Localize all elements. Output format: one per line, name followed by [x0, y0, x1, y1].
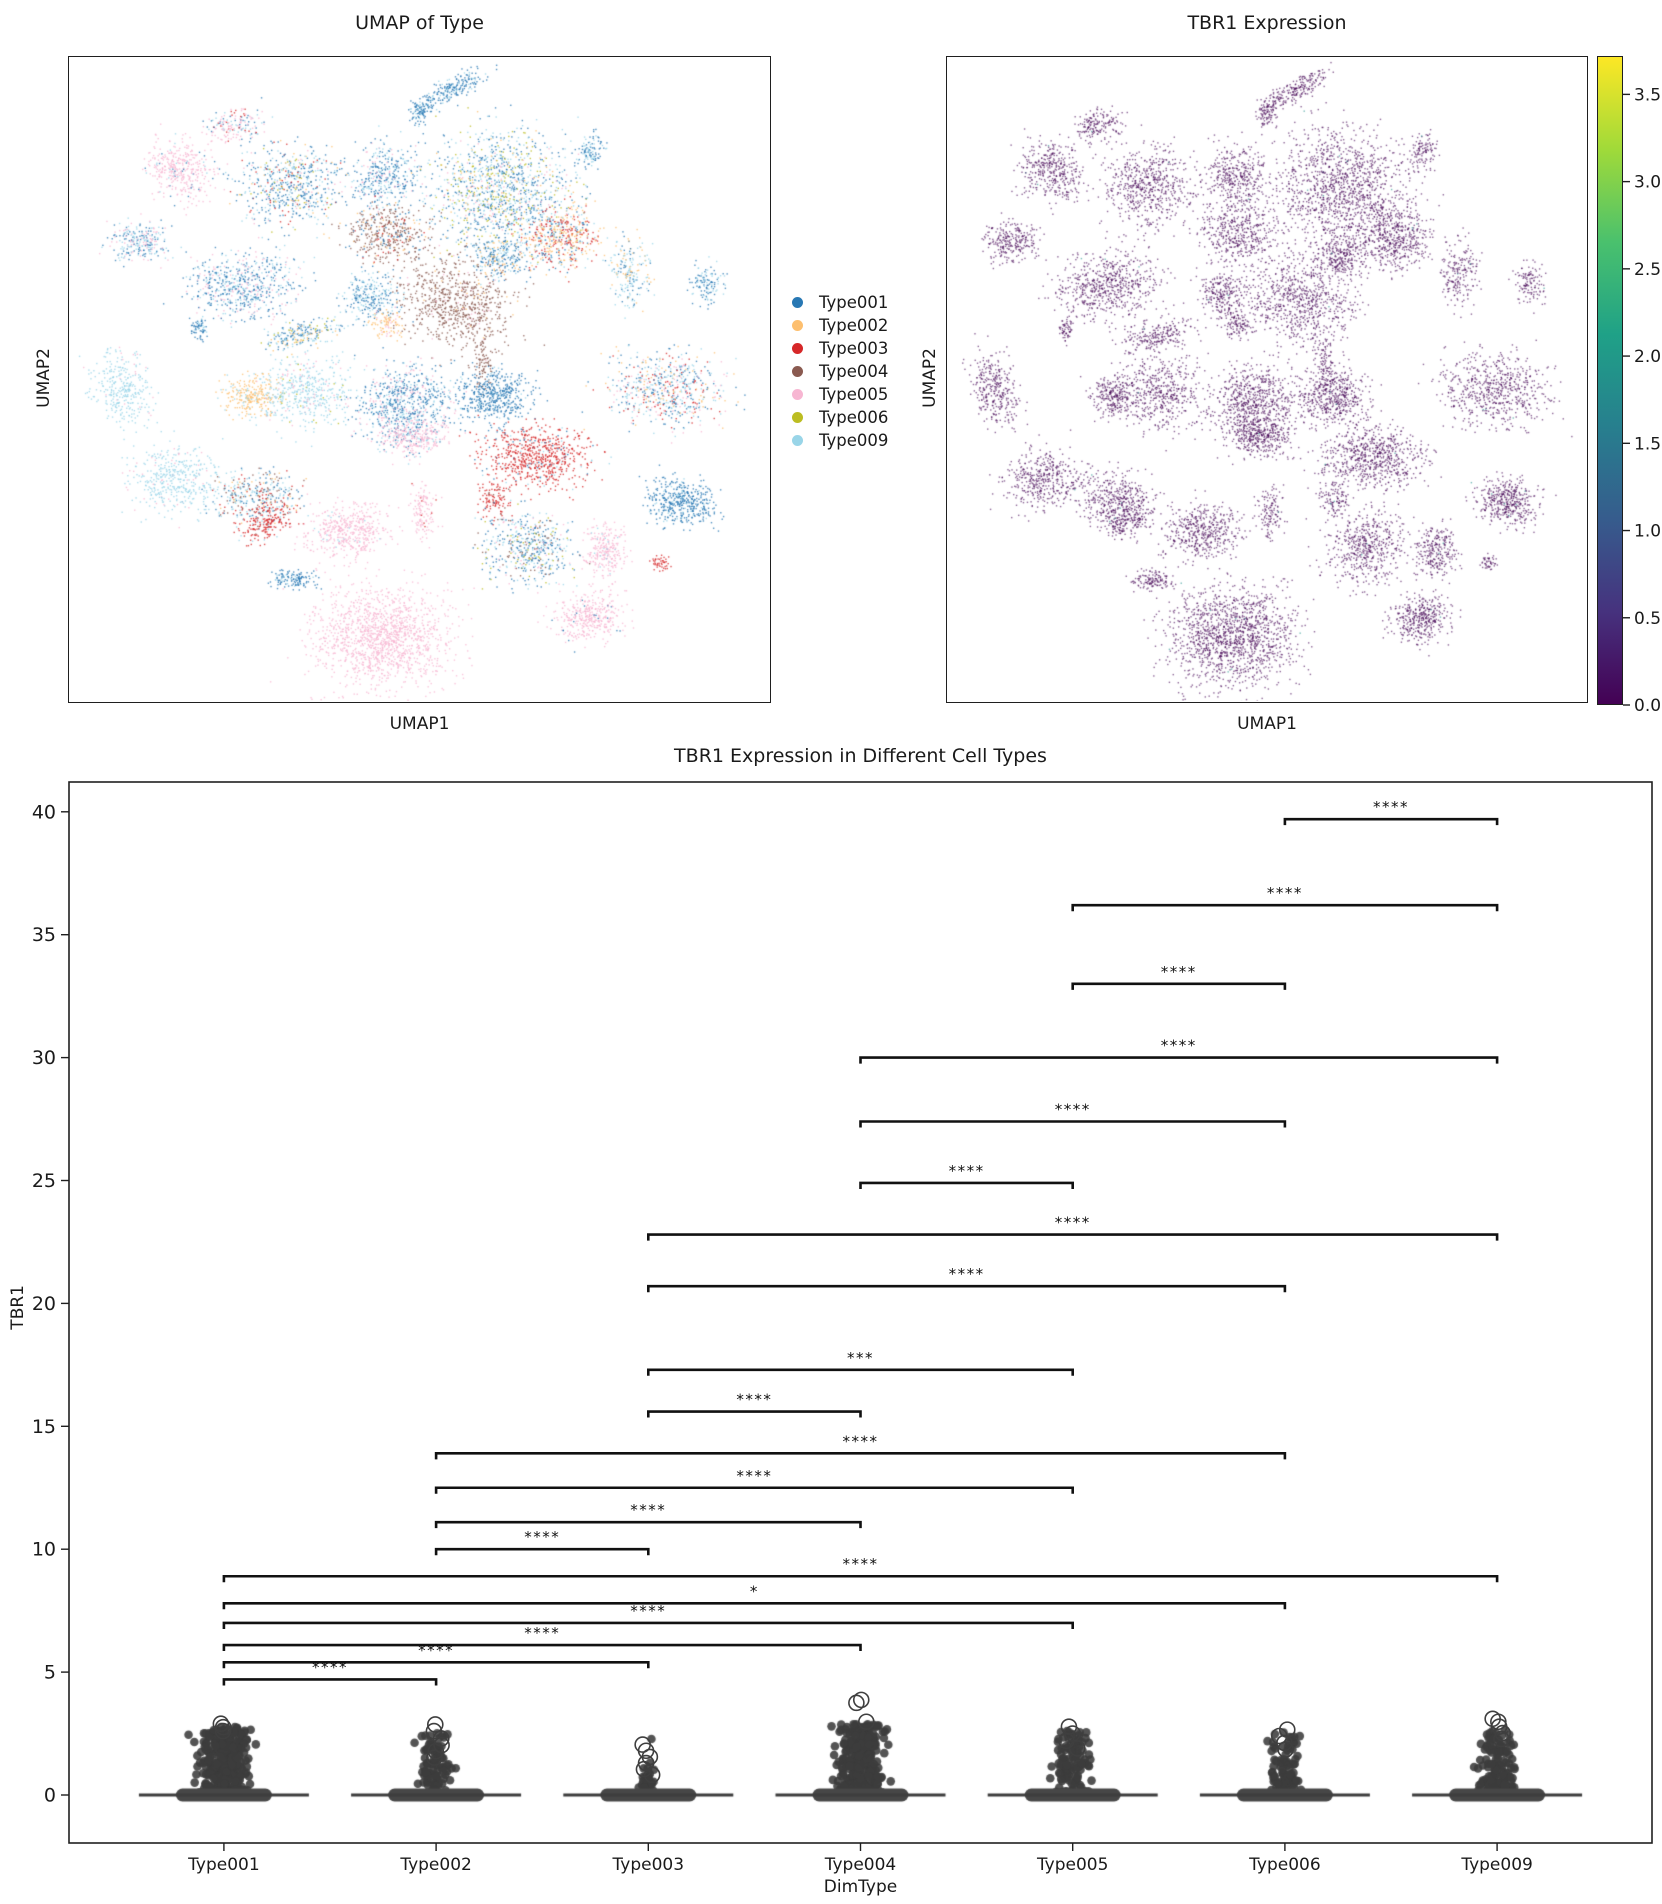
legend-item-type006: Type006 [786, 406, 888, 429]
legend-label: Type006 [819, 408, 889, 427]
x-tick-label: Type009 [1460, 1855, 1533, 1875]
legend-item-type001: Type001 [786, 291, 888, 314]
umap-right-ylabel: UMAP2 [920, 348, 940, 408]
y-tick-label: 30 [32, 1047, 56, 1069]
y-tick-label: 15 [32, 1416, 56, 1438]
umap-left-plot [68, 56, 771, 703]
legend-label: Type009 [819, 431, 889, 450]
colorbar-tick-label: 3.5 [1634, 85, 1661, 105]
legend-swatch-icon [792, 389, 803, 400]
umap-left-title: UMAP of Type [355, 12, 484, 34]
umap-left-ylabel: UMAP2 [34, 348, 54, 408]
legend-label: Type005 [819, 385, 889, 404]
colorbar-tick-label: 0.5 [1634, 609, 1661, 629]
colorbar-tick-label: 0.0 [1634, 696, 1661, 716]
legend-swatch-icon [792, 366, 803, 377]
legend-item-type003: Type003 [786, 337, 888, 360]
x-tick-label: Type003 [612, 1855, 685, 1875]
legend-label: Type003 [819, 339, 889, 358]
colorbar-tick-label: 1.0 [1634, 522, 1661, 542]
legend-item-type004: Type004 [786, 360, 888, 383]
legend-label: Type004 [819, 362, 889, 381]
umap-right-plot [946, 56, 1588, 703]
legend-label: Type001 [819, 293, 889, 312]
umap-left-xlabel: UMAP1 [389, 714, 450, 734]
legend-swatch-icon [792, 435, 803, 446]
legend: Type001 Type002 Type003 Type004 Type005 Type0… [786, 291, 888, 452]
legend-swatch-icon [792, 412, 803, 423]
y-tick-label: 5 [44, 1662, 56, 1684]
strip-points-canvas [69, 782, 1652, 1843]
legend-label: Type002 [819, 316, 889, 335]
x-tick-label: Type002 [399, 1855, 472, 1875]
x-tick-label: Type006 [1248, 1855, 1321, 1875]
colorbar-tick-label: 2.0 [1634, 347, 1661, 367]
colorbar [1597, 56, 1623, 705]
y-tick-label: 25 [32, 1170, 56, 1192]
y-tick-label: 10 [32, 1539, 56, 1561]
umap-right-canvas [947, 57, 1586, 701]
legend-item-type009: Type009 [786, 429, 888, 452]
y-tick-label: 40 [32, 801, 56, 823]
y-tick-label: 0 [44, 1785, 56, 1807]
strip-xlabel: DimType [824, 1877, 897, 1897]
strip-ylabel: TBR1 [8, 1285, 28, 1330]
umap-left-canvas [69, 57, 769, 701]
x-tick-label: Type005 [1036, 1855, 1109, 1875]
legend-swatch-icon [792, 297, 803, 308]
legend-swatch-icon [792, 320, 803, 331]
legend-item-type005: Type005 [786, 383, 888, 406]
colorbar-tick-label: 2.5 [1634, 260, 1661, 280]
y-tick-label: 35 [32, 924, 56, 946]
umap-right-xlabel: UMAP1 [1237, 714, 1297, 734]
y-tick-label: 20 [32, 1293, 56, 1315]
umap-right-title: TBR1 Expression [1187, 12, 1347, 34]
x-tick-label: Type004 [824, 1855, 897, 1875]
legend-swatch-icon [792, 343, 803, 354]
strip-title: TBR1 Expression in Different Cell Types [674, 745, 1047, 767]
colorbar-tick-label: 3.0 [1634, 173, 1661, 193]
colorbar-tick-label: 1.5 [1634, 434, 1661, 454]
legend-item-type002: Type002 [786, 314, 888, 337]
x-tick-label: Type001 [187, 1855, 260, 1875]
